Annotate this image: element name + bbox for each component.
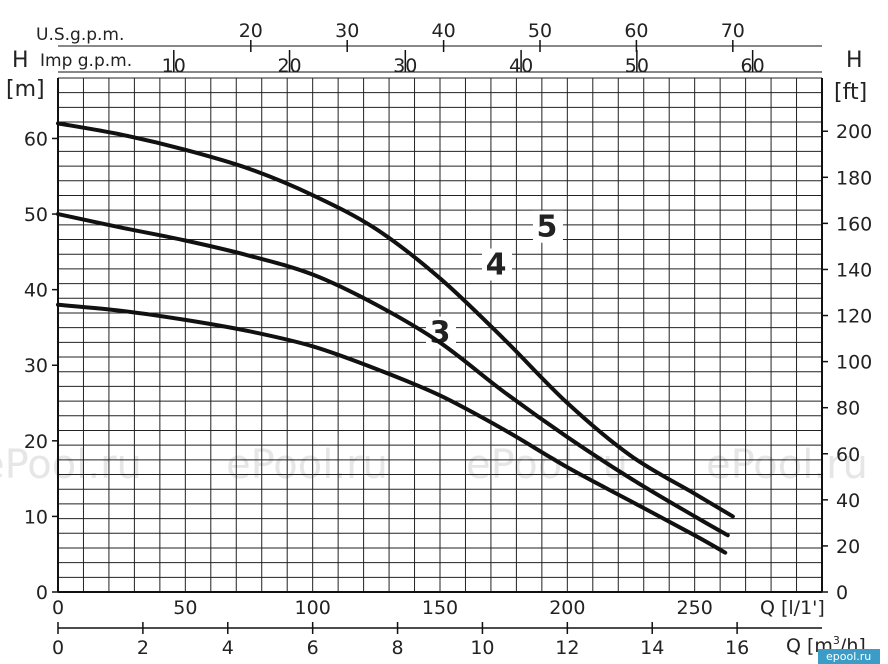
curve-label-4: 4 — [486, 248, 507, 283]
bottom-2-tick-label: 6 — [307, 637, 319, 659]
bottom-2-tick-label: 10 — [470, 637, 494, 659]
bottom-1-tick-label: 50 — [173, 597, 197, 619]
left-tick-label: 20 — [24, 431, 48, 453]
curve-label-5: 5 — [537, 210, 558, 245]
left-tick-label: 40 — [24, 280, 48, 302]
bottom-1-tick-label: 200 — [549, 597, 585, 619]
bottom-2-tick-label: 12 — [555, 637, 579, 659]
top-2-tick-label: 10 — [162, 55, 186, 77]
right-tick-label: 40 — [836, 490, 860, 512]
left-tick-label: 30 — [24, 355, 48, 377]
curve-4 — [56, 212, 730, 538]
curve-5 — [56, 121, 735, 519]
logo-text: epool.ru — [826, 650, 871, 663]
bottom-1-tick-label: 0 — [52, 597, 64, 619]
left-tick-label: 60 — [24, 128, 48, 150]
right-tick-label: 100 — [836, 352, 872, 374]
watermark-1: ePool.ru — [0, 442, 142, 488]
top-1-tick-label: 50 — [528, 20, 552, 42]
right-tick-label: 180 — [836, 167, 872, 189]
top-2-tick-label: 40 — [509, 55, 533, 77]
right-axis-letter: H — [846, 48, 863, 73]
bottom-2-tick-label: 4 — [222, 637, 234, 659]
right-tick-label: 60 — [836, 444, 860, 466]
left-axis-unit: [m] — [6, 77, 45, 102]
bottom-1-tick-label: 150 — [422, 597, 458, 619]
top-1-tick-label: 40 — [432, 20, 456, 42]
bottom-2-tick-label: 0 — [52, 637, 64, 659]
curve-3 — [56, 302, 728, 555]
axes — [52, 40, 828, 634]
left-tick-label: 10 — [24, 506, 48, 528]
right-tick-label: 200 — [836, 121, 872, 143]
right-tick-label: 160 — [836, 213, 872, 235]
top-axis-2-unit: Imp g.p.m. — [40, 51, 132, 71]
curves: 345 — [56, 121, 735, 555]
top-1-tick-label: 30 — [335, 20, 359, 42]
tick-labels: 0102030405060020406080100120140160180200… — [24, 20, 872, 659]
watermark-2: ePool.ru — [226, 442, 388, 488]
left-tick-label: 0 — [36, 582, 48, 604]
curve-label-3: 3 — [430, 316, 451, 351]
bottom-2-tick-label: 2 — [137, 637, 149, 659]
logo-background — [818, 649, 880, 664]
bottom-1-tick-label: 250 — [677, 597, 713, 619]
right-tick-label: 80 — [836, 398, 860, 420]
top-2-tick-label: 50 — [625, 55, 649, 77]
right-tick-label: 20 — [836, 536, 860, 558]
curve-label-bg-4 — [482, 248, 513, 281]
bottom-axis-2-unit-sup: 3 — [833, 634, 840, 647]
top-axis-1-unit: U.S.g.p.m. — [36, 25, 124, 45]
bottom-2-tick-label: 8 — [392, 637, 404, 659]
top-1-tick-label: 60 — [624, 20, 648, 42]
top-1-tick-label: 70 — [721, 20, 745, 42]
top-2-tick-label: 60 — [741, 55, 765, 77]
right-tick-label: 140 — [836, 259, 872, 281]
watermarks: ePool.ru ePool.ru ePool.ru ePool.ru — [0, 442, 868, 488]
watermark-4: ePool.ru — [706, 442, 868, 488]
bottom-1-tick-label: 100 — [295, 597, 331, 619]
right-axis-unit: [ft] — [834, 80, 867, 105]
bottom-2-tick-label: 14 — [640, 637, 664, 659]
left-axis-letter: H — [12, 48, 29, 73]
watermark-3: ePool.ru — [466, 442, 628, 488]
logo: epool.ru — [818, 649, 880, 664]
curve-label-bg-5 — [532, 210, 563, 243]
top-2-tick-label: 30 — [393, 55, 417, 77]
bottom-axis-1-unit: Q [l/1'] — [760, 597, 825, 619]
top-1-tick-label: 20 — [239, 20, 263, 42]
left-tick-label: 50 — [24, 204, 48, 226]
right-tick-label: 0 — [836, 582, 848, 604]
top-2-tick-label: 20 — [277, 55, 301, 77]
right-tick-label: 120 — [836, 306, 872, 328]
bottom-2-tick-label: 16 — [725, 637, 749, 659]
